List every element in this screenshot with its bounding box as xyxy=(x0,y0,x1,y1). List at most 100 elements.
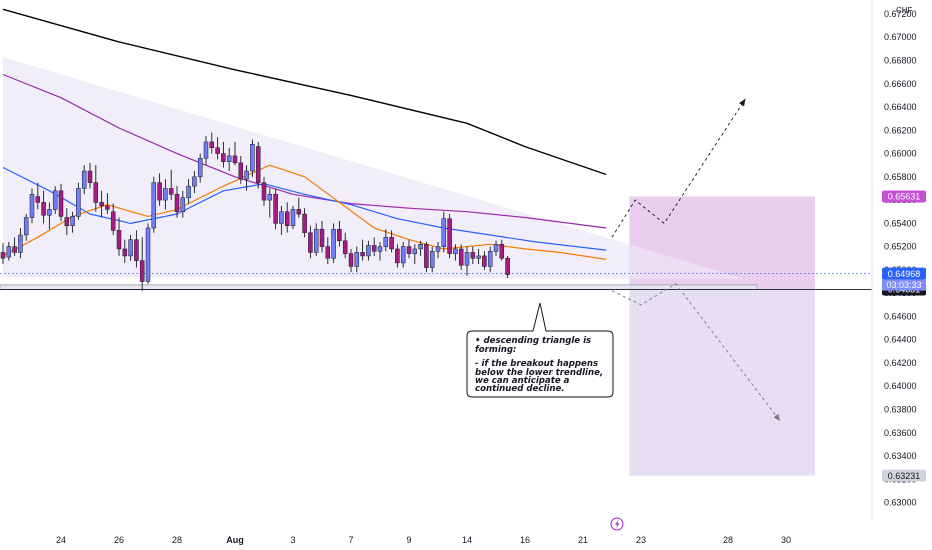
annotation-callout[interactable]: • descending triangle is forming: - if t… xyxy=(466,302,614,398)
position-loss-zone[interactable] xyxy=(629,289,815,476)
candle-body xyxy=(180,197,186,212)
moving-average-line xyxy=(2,166,607,251)
y-tick-label: 0.65400 xyxy=(884,218,917,228)
candle-body xyxy=(279,211,284,224)
candle-body xyxy=(476,255,481,259)
candlestick-series xyxy=(0,132,510,291)
time-axis[interactable]: 24 26 28 Aug 3 7 9 14 16 21 23 28 30 xyxy=(56,535,791,545)
candle-body xyxy=(284,211,290,226)
candle-body xyxy=(18,234,23,253)
candle-body xyxy=(493,244,499,252)
candle-body xyxy=(487,251,493,267)
y-tick-label: 0.65200 xyxy=(884,242,917,252)
candle-body xyxy=(290,209,296,226)
projection-up-path[interactable] xyxy=(611,98,746,238)
candle-body xyxy=(342,240,348,254)
candle-body xyxy=(163,188,168,201)
candle-body xyxy=(273,194,278,224)
candle-body xyxy=(435,246,441,252)
x-tick-label: 26 xyxy=(114,535,124,545)
candle-body xyxy=(151,182,157,229)
y-tick-label: 0.66000 xyxy=(884,149,917,159)
descending-triangle-fill[interactable] xyxy=(3,57,746,280)
candle-body xyxy=(331,228,336,259)
position-box-group xyxy=(629,196,815,476)
candle-body xyxy=(93,182,99,203)
candle-body xyxy=(482,255,487,267)
candle-body xyxy=(197,157,203,178)
current-price-label: 0.64968 xyxy=(888,269,921,279)
candle-body xyxy=(35,196,41,203)
y-tick-label: 0.64000 xyxy=(884,381,917,391)
candle-body xyxy=(337,228,342,242)
y-tick-label: 0.63400 xyxy=(884,451,917,461)
support-level-rectangle[interactable] xyxy=(0,284,758,290)
callout-line: forming: xyxy=(475,345,517,355)
x-tick-label: 9 xyxy=(406,535,411,545)
candle-body xyxy=(383,237,389,247)
x-tick-labels: 24 26 28 Aug 3 7 9 14 16 21 23 28 30 xyxy=(56,535,791,545)
candle-body xyxy=(186,185,191,199)
candle-body xyxy=(116,230,122,250)
candle-body xyxy=(395,248,400,264)
x-tick-label: 28 xyxy=(172,535,182,545)
candle-body xyxy=(168,188,174,195)
candle-body xyxy=(58,190,64,217)
x-tick-label: 3 xyxy=(290,535,295,545)
candle-body xyxy=(377,246,383,252)
candle-body xyxy=(226,155,232,162)
candle-body xyxy=(47,209,52,216)
price-badge-label: 0.63231 xyxy=(888,471,921,481)
candle-body xyxy=(76,188,81,217)
candle-body xyxy=(470,252,476,259)
x-tick-label: 7 xyxy=(348,535,353,545)
candle-body xyxy=(319,228,325,247)
x-tick-label: 24 xyxy=(56,535,66,545)
y-tick-label: 0.66600 xyxy=(884,79,917,89)
candle-body xyxy=(412,248,418,254)
candle-body xyxy=(267,194,273,201)
lightning-icon[interactable] xyxy=(610,517,624,531)
candle-body xyxy=(70,216,75,226)
candle-body xyxy=(400,246,406,264)
y-tick-label: 0.63000 xyxy=(884,498,917,508)
currency-label: CHF xyxy=(896,6,913,15)
candle-body xyxy=(209,141,215,148)
y-tick-label: 0.66400 xyxy=(884,102,917,112)
candle-body xyxy=(458,248,464,266)
candle-body xyxy=(453,248,458,254)
candle-body xyxy=(441,218,447,247)
callout-line: below the lower trendline, xyxy=(475,368,603,378)
callout-line: continued decline. xyxy=(475,384,565,394)
x-tick-label: 28 xyxy=(723,535,733,545)
candle-body xyxy=(354,252,360,267)
candle-body xyxy=(110,211,116,231)
y-tick-label: 0.64600 xyxy=(884,311,917,321)
candle-body xyxy=(157,182,162,201)
price-badge xyxy=(882,190,926,203)
moving-average-line xyxy=(2,73,607,229)
projection-up-arrowhead xyxy=(739,98,746,107)
y-tick-label: 0.66800 xyxy=(884,55,917,65)
y-tick-label: 0.64200 xyxy=(884,358,917,368)
candle-body xyxy=(192,176,197,187)
candle-body xyxy=(52,190,58,210)
x-tick-label: Aug xyxy=(226,535,244,545)
candle-body xyxy=(424,244,429,268)
candle-body xyxy=(447,218,452,254)
candle-body xyxy=(139,260,145,282)
candle-body xyxy=(6,246,12,258)
candle-body xyxy=(122,248,128,257)
candle-body xyxy=(232,155,238,164)
candle-body xyxy=(313,228,319,253)
y-tick-label: 0.66200 xyxy=(884,125,917,135)
projection-down-arrowhead xyxy=(773,413,781,422)
price-badge-label: 0.65631 xyxy=(888,192,921,202)
callout-line: - if the breakout happens xyxy=(475,359,598,369)
x-tick-label: 14 xyxy=(462,535,472,545)
candle-body xyxy=(499,244,505,259)
candle-body xyxy=(174,194,180,212)
price-axis[interactable]: CHF 0.67200 0.67000 0.66800 0.66600 0.66400 0… xyxy=(871,0,926,520)
